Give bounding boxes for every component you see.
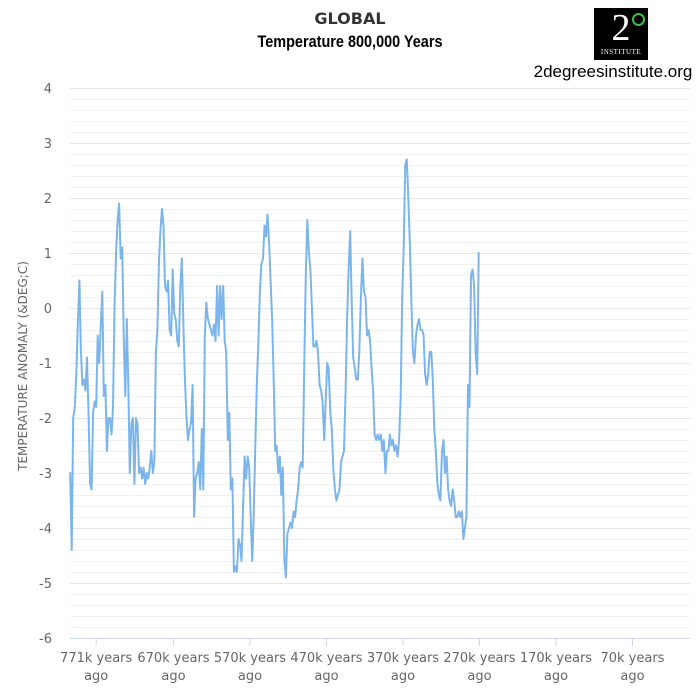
y-tick-label: 2	[44, 192, 52, 207]
grid-lines	[70, 88, 690, 639]
website-link[interactable]: 2degreesinstitute.org	[533, 62, 693, 81]
y-tick-label: -6	[39, 632, 52, 647]
x-tick-label: 670k years ago	[137, 651, 209, 684]
chart-subtitle: Temperature 800,000 Years	[257, 32, 443, 51]
y-tick-label: 1	[44, 247, 52, 262]
x-tick-label: 570k years ago	[214, 651, 286, 684]
y-tick-label: -1	[39, 357, 52, 372]
y-tick-label: -5	[39, 577, 52, 592]
y-tick-label: -2	[39, 412, 52, 427]
x-tick-label: 70k years ago	[600, 651, 664, 684]
y-axis-ticks: 4 3 2 1 0 -1 -2 -3 -4 -5 -6	[39, 82, 52, 647]
x-tick-label: 470k years ago	[290, 651, 362, 684]
x-tick-label: 170k years ago	[520, 651, 592, 684]
y-axis-title: TEMPERATURE ANOMALY (&DEG;C)	[16, 261, 30, 472]
y-tick-label: 0	[44, 302, 52, 317]
x-tick-label: 270k years ago	[443, 651, 515, 684]
chart-title: GLOBAL	[314, 9, 386, 28]
y-tick-label: 3	[44, 137, 52, 152]
y-tick-label: -3	[39, 467, 52, 482]
x-tick-label: 771k years ago	[60, 651, 132, 684]
temperature-series-line[interactable]	[69, 158, 480, 579]
degree-ring-icon	[632, 13, 645, 26]
y-tick-label: -4	[39, 522, 52, 537]
logo-word: INSTITUTE	[600, 48, 642, 56]
logo-mark: 2	[611, 7, 631, 49]
x-tick-label: 370k years ago	[367, 651, 439, 684]
y-tick-label: 4	[44, 82, 52, 97]
institute-logo: 2 INSTITUTE	[594, 8, 648, 60]
